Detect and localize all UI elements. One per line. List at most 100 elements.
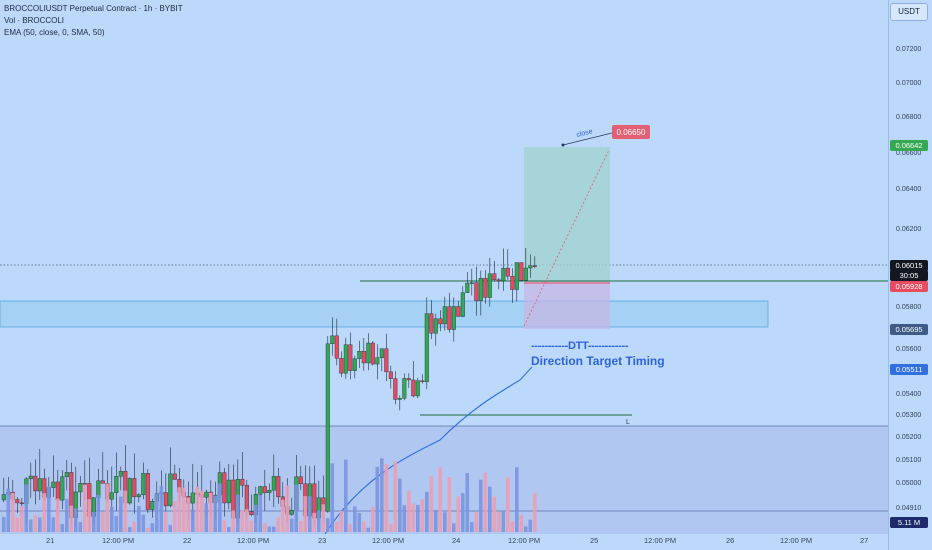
candle-body	[298, 476, 303, 485]
candle-body	[1, 494, 6, 501]
volume-bar	[294, 484, 299, 532]
volume-bar	[96, 494, 101, 532]
candle-body	[447, 306, 452, 330]
price-tick: 0.05600	[896, 346, 922, 353]
ema-indicator-label[interactable]: EMA (50, close, 0, SMA, 50)	[4, 28, 105, 37]
volume-bar	[245, 509, 249, 532]
volume-bar	[384, 464, 389, 532]
volume-bar	[137, 506, 141, 532]
volume-bar	[29, 519, 33, 532]
price-tick: 0.06600	[896, 150, 922, 157]
volume-bar	[114, 516, 119, 532]
profit-zone[interactable]	[524, 147, 610, 281]
symbol-title[interactable]: BROCCOLIUSDT Perpetual Contract · 1h · B…	[4, 4, 183, 13]
time-tick: 12:00 PM	[508, 536, 541, 545]
volume-bar	[195, 486, 200, 532]
candle-body	[244, 485, 249, 512]
candle-body	[258, 486, 263, 495]
candle-body	[348, 344, 353, 371]
dtt-label: -----------DTT------------	[531, 340, 629, 352]
volume-bar	[402, 505, 407, 532]
volume-bar	[276, 517, 281, 532]
volume-bar	[501, 510, 506, 532]
candle-body	[33, 475, 38, 492]
volume-bar	[326, 518, 330, 532]
candle-body	[60, 476, 65, 501]
current-price-label: 0.06015	[890, 260, 928, 271]
time-tick: 21	[46, 536, 55, 545]
volume-bar	[132, 521, 137, 532]
volume-bar	[488, 486, 492, 532]
candle-body	[420, 380, 425, 383]
volume-bar	[33, 515, 38, 532]
candle-body	[433, 318, 438, 334]
volume-bar	[173, 500, 177, 532]
volume-bar	[218, 483, 222, 532]
candle-body	[132, 478, 137, 498]
volume-bar	[371, 506, 375, 532]
support-zone	[0, 300, 769, 328]
volume-bar	[335, 521, 339, 532]
volume-bar	[474, 511, 479, 532]
volume-bar	[254, 505, 258, 532]
candle-body	[366, 342, 371, 364]
candle-body	[456, 306, 461, 317]
candle-body	[379, 348, 384, 358]
volume-bar	[38, 517, 42, 532]
currency-button[interactable]: USDT	[890, 3, 928, 21]
volume-bar	[411, 503, 416, 532]
volume-bar	[285, 485, 290, 532]
candle-body	[496, 279, 501, 282]
volume-bar	[105, 483, 110, 532]
volume-bar	[344, 459, 348, 532]
vol-line-price: 0.04910	[896, 505, 922, 512]
candle-body	[406, 378, 411, 381]
candle-body	[492, 273, 497, 280]
candle-body	[370, 342, 375, 365]
candle-body	[375, 357, 380, 365]
volume-bar	[150, 523, 155, 532]
candle-body	[469, 282, 474, 284]
volume-bar	[258, 494, 263, 532]
target-price-label: 0.06642	[890, 140, 928, 151]
volume-bar	[425, 491, 429, 532]
volume-bar	[65, 498, 69, 532]
price-chart[interactable]: 0.06650 close L	[0, 0, 888, 550]
volume-bar	[398, 478, 402, 532]
volume-bar	[438, 467, 443, 532]
volume-bar	[164, 511, 168, 532]
candle-body	[325, 343, 330, 512]
volume-bar	[312, 512, 317, 532]
candle-body	[361, 351, 366, 364]
trend-line-label: L	[626, 419, 630, 426]
candle-body	[402, 378, 407, 399]
candle-body	[532, 265, 537, 267]
volume-bar	[389, 523, 393, 532]
time-tick: 23	[318, 536, 327, 545]
time-tick: 22	[183, 536, 192, 545]
volume-bar	[110, 506, 114, 532]
candle-body	[388, 371, 393, 379]
volume-bar	[290, 518, 294, 532]
zone-price-label: 0.05695	[890, 324, 928, 335]
volume-bar	[407, 490, 411, 532]
volume-bar	[204, 503, 209, 532]
volume-bar	[429, 476, 434, 532]
candle-body	[411, 379, 416, 397]
volume-bar	[155, 493, 159, 532]
volume-bar	[443, 512, 447, 532]
loss-zone[interactable]	[524, 281, 610, 329]
candle-body	[100, 480, 105, 484]
volume-bar	[465, 472, 470, 532]
candle-body	[163, 492, 168, 507]
volume-indicator-label[interactable]: Vol · BROCCOLI	[4, 16, 65, 25]
volume-bar	[348, 524, 353, 532]
entry-price-label: 0.05928	[890, 281, 928, 292]
volume-bar	[60, 523, 65, 532]
volume-bar	[15, 517, 20, 532]
volume-bar	[123, 490, 128, 532]
candle-body	[37, 478, 42, 492]
volume-bar	[159, 486, 164, 532]
price-tick: 0.05100	[896, 457, 922, 464]
candle-body	[429, 313, 434, 334]
